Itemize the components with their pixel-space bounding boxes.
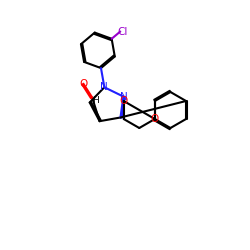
Text: N: N bbox=[100, 82, 108, 92]
Text: Cl: Cl bbox=[118, 26, 128, 36]
Text: O: O bbox=[79, 79, 88, 89]
Text: O: O bbox=[120, 96, 128, 106]
Text: N: N bbox=[120, 92, 127, 102]
Text: O: O bbox=[151, 114, 159, 124]
Text: H: H bbox=[92, 96, 99, 105]
